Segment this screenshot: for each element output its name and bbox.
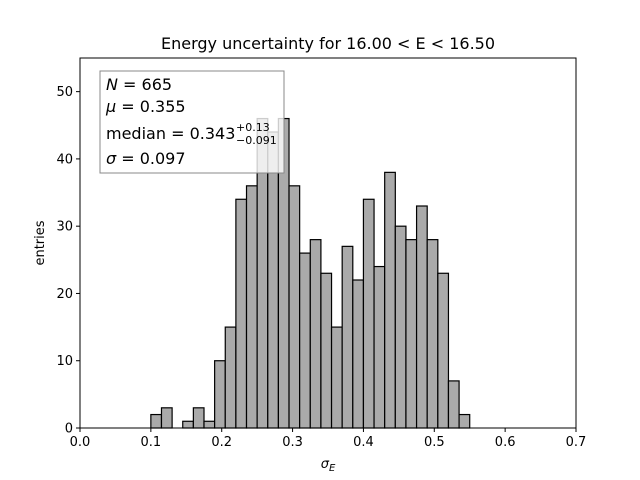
histogram-bar (214, 360, 226, 429)
histogram-bar (245, 185, 258, 429)
stat-sigma: σ = 0.097 (106, 149, 186, 168)
histogram-bar (341, 245, 354, 429)
histogram-bar (192, 407, 205, 429)
x-tick-label: 0.0 (70, 435, 91, 450)
histogram-bar (415, 205, 428, 429)
x-tick-label: 0.7 (566, 435, 587, 450)
histogram-bar (182, 420, 194, 429)
histogram-bar (267, 131, 279, 429)
histogram-bar (458, 413, 471, 429)
y-tick-label: 40 (56, 152, 73, 167)
x-tick-label: 0.6 (495, 435, 516, 450)
stats-box-frame (99, 70, 285, 174)
histogram-bar (235, 198, 248, 429)
histogram-bar (373, 265, 386, 429)
histogram-bar (394, 225, 407, 429)
histogram-bar (352, 279, 365, 429)
y-axis: 0 10 20 30 40 50 (56, 85, 80, 437)
chart-title: Energy uncertainty for 16.00 < E < 16.50 (161, 34, 495, 53)
plot-frame (79, 57, 577, 429)
histogram-bar (362, 198, 375, 429)
x-tick-label: 0.1 (141, 435, 162, 450)
x-tick-label: 0.2 (211, 435, 232, 450)
histogram-bar (426, 239, 439, 429)
stat-mean: μ = 0.355 (105, 97, 186, 116)
stat-median-lower: −0.091 (236, 134, 277, 147)
x-axis: 0.0 0.1 0.2 0.3 0.4 0.5 0.6 0.7 (70, 428, 587, 450)
x-axis-label: σE (321, 457, 336, 474)
histogram-bar (447, 380, 460, 429)
histogram-bar (384, 171, 396, 429)
stats-box: N = 665 μ = 0.355 median = 0.343 +0.13 −… (99, 70, 285, 174)
histogram-bar (288, 185, 301, 429)
histogram-bar (330, 326, 343, 429)
stat-n: N = 665 (106, 75, 172, 94)
histogram-bar (224, 326, 237, 429)
histogram-bar (150, 413, 163, 429)
histogram-bar (405, 239, 418, 429)
histogram-bar (320, 272, 333, 429)
stat-median: median = 0.343 (106, 124, 235, 143)
histogram-bar (203, 420, 216, 429)
bars-group (150, 117, 471, 429)
histogram-bar (309, 239, 322, 429)
y-tick-label: 0 (65, 422, 73, 437)
y-tick-label: 50 (56, 85, 73, 100)
histogram-bar (299, 252, 311, 429)
y-axis-label: entries (33, 220, 48, 265)
x-tick-label: 0.5 (424, 435, 445, 450)
x-tick-label: 0.4 (353, 435, 374, 450)
stat-median-upper: +0.13 (236, 121, 270, 134)
x-tick-label: 0.3 (282, 435, 303, 450)
histogram-bar (437, 272, 450, 429)
histogram-bar (160, 407, 173, 429)
y-tick-label: 10 (56, 354, 73, 369)
y-tick-label: 30 (56, 220, 73, 235)
y-tick-label: 20 (56, 287, 73, 302)
